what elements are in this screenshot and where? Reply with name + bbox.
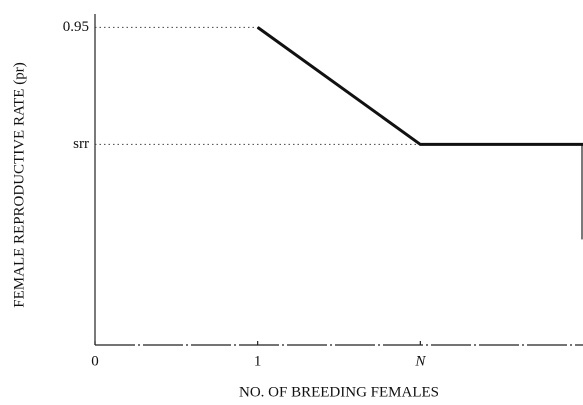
y-axis-label: FEMALE REPRODUCTIVE RATE (pr) xyxy=(11,62,27,307)
data-line xyxy=(256,26,583,146)
x-tick-label: N xyxy=(414,353,426,369)
y-tick-label: 0.95 xyxy=(63,19,89,35)
y-tick-label: srr xyxy=(73,136,89,152)
x-tick-label: 0 xyxy=(91,353,99,369)
x-axis-label: NO. OF BREEDING FEMALES xyxy=(239,384,439,400)
x-tick-label: 1 xyxy=(254,353,262,369)
